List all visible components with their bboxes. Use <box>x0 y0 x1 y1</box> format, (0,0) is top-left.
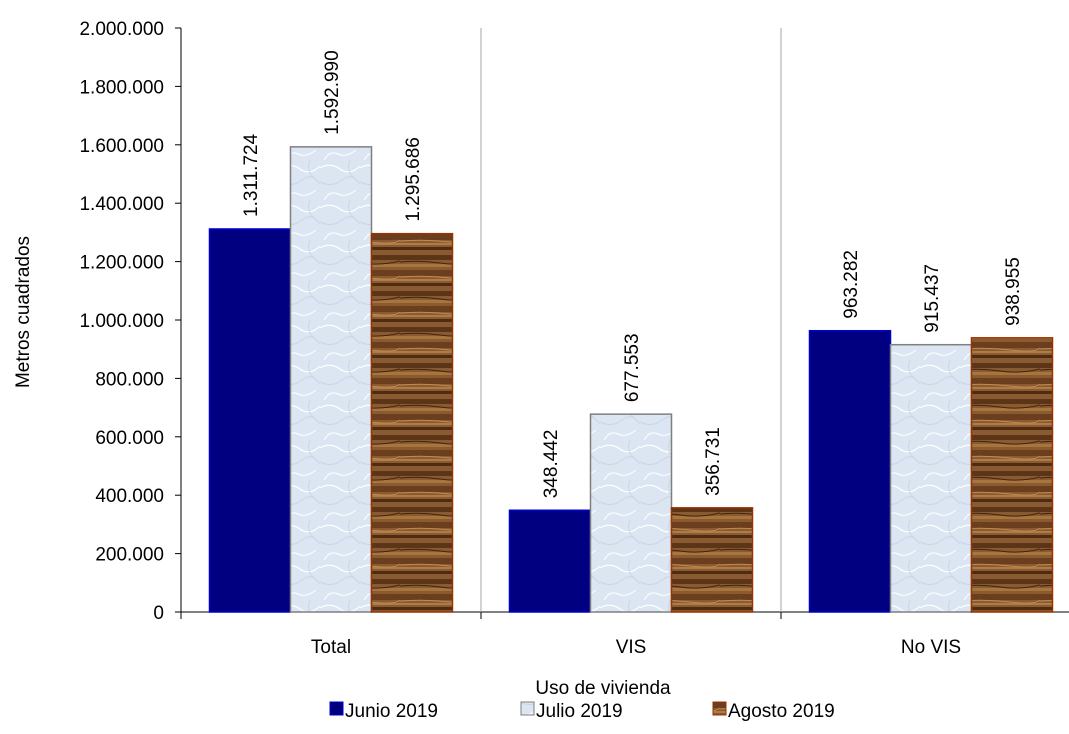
legend-swatch <box>329 701 344 716</box>
bar-julio-2019-total <box>289 146 373 613</box>
bar-value-label: 963.282 <box>841 250 862 319</box>
x-tick-label: VIS <box>616 637 647 658</box>
y-tick-label: 400.000 <box>95 486 164 507</box>
bar-series <box>208 146 1054 613</box>
y-tick-label: 200.000 <box>95 545 164 566</box>
y-tick-label: 800.000 <box>95 369 164 390</box>
category-dividers <box>480 28 782 612</box>
legend: Junio 2019 Julio 2019 Agosto 2019 <box>329 701 835 722</box>
bar-agosto-2019-vis <box>670 507 754 613</box>
bar-junio-2019-vis <box>508 509 592 613</box>
legend-label: Agosto 2019 <box>728 701 835 722</box>
y-tick-label: 2.000.000 <box>79 19 164 40</box>
legend-swatch <box>712 701 727 716</box>
x-tick-label: No VIS <box>901 637 961 658</box>
y-tick-label: 1.200.000 <box>79 253 164 274</box>
data-labels: 1.311.724 1.592.990 1.295.686 348.442 677.55… <box>241 50 1024 498</box>
x-tick-label: Total <box>311 637 351 658</box>
bar-julio-2019-no-vis <box>889 343 973 613</box>
y-tick-label: 600.000 <box>95 428 164 449</box>
bar-agosto-2019-no-vis <box>970 337 1054 613</box>
bar-value-label: 1.295.686 <box>403 137 424 222</box>
legend-label: Junio 2019 <box>345 701 438 722</box>
bar-julio-2019-vis <box>589 413 673 613</box>
bar-value-label: 348.442 <box>541 430 562 499</box>
y-tick-label: 1.600.000 <box>79 136 164 157</box>
y-tick-label: 1.000.000 <box>79 311 164 332</box>
y-tick-label: 1.400.000 <box>79 194 164 215</box>
bar-junio-2019-no-vis <box>808 329 892 613</box>
bar-value-label: 356.731 <box>703 427 724 496</box>
y-axis-ticks: 0 200.000 400.000 600.000 800.000 1.000.000 1.… <box>79 19 181 624</box>
bar-agosto-2019-total <box>370 232 454 613</box>
legend-swatch <box>520 701 535 716</box>
bar-junio-2019-total <box>208 228 292 613</box>
bar-value-label: 1.592.990 <box>322 50 343 135</box>
y-tick-label: 0 <box>153 603 164 624</box>
bar-value-label: 677.553 <box>622 333 643 402</box>
bar-value-label: 938.955 <box>1003 257 1024 326</box>
y-axis-title: Metros cuadrados <box>13 236 34 388</box>
x-axis-title: Uso de vivienda <box>535 678 671 699</box>
bar-value-label: 915.437 <box>922 264 943 333</box>
x-axis-ticks: Total VIS No VIS <box>180 612 961 658</box>
bar-value-label: 1.311.724 <box>241 133 262 217</box>
y-tick-label: 1.800.000 <box>79 77 164 98</box>
legend-label: Julio 2019 <box>536 701 623 722</box>
